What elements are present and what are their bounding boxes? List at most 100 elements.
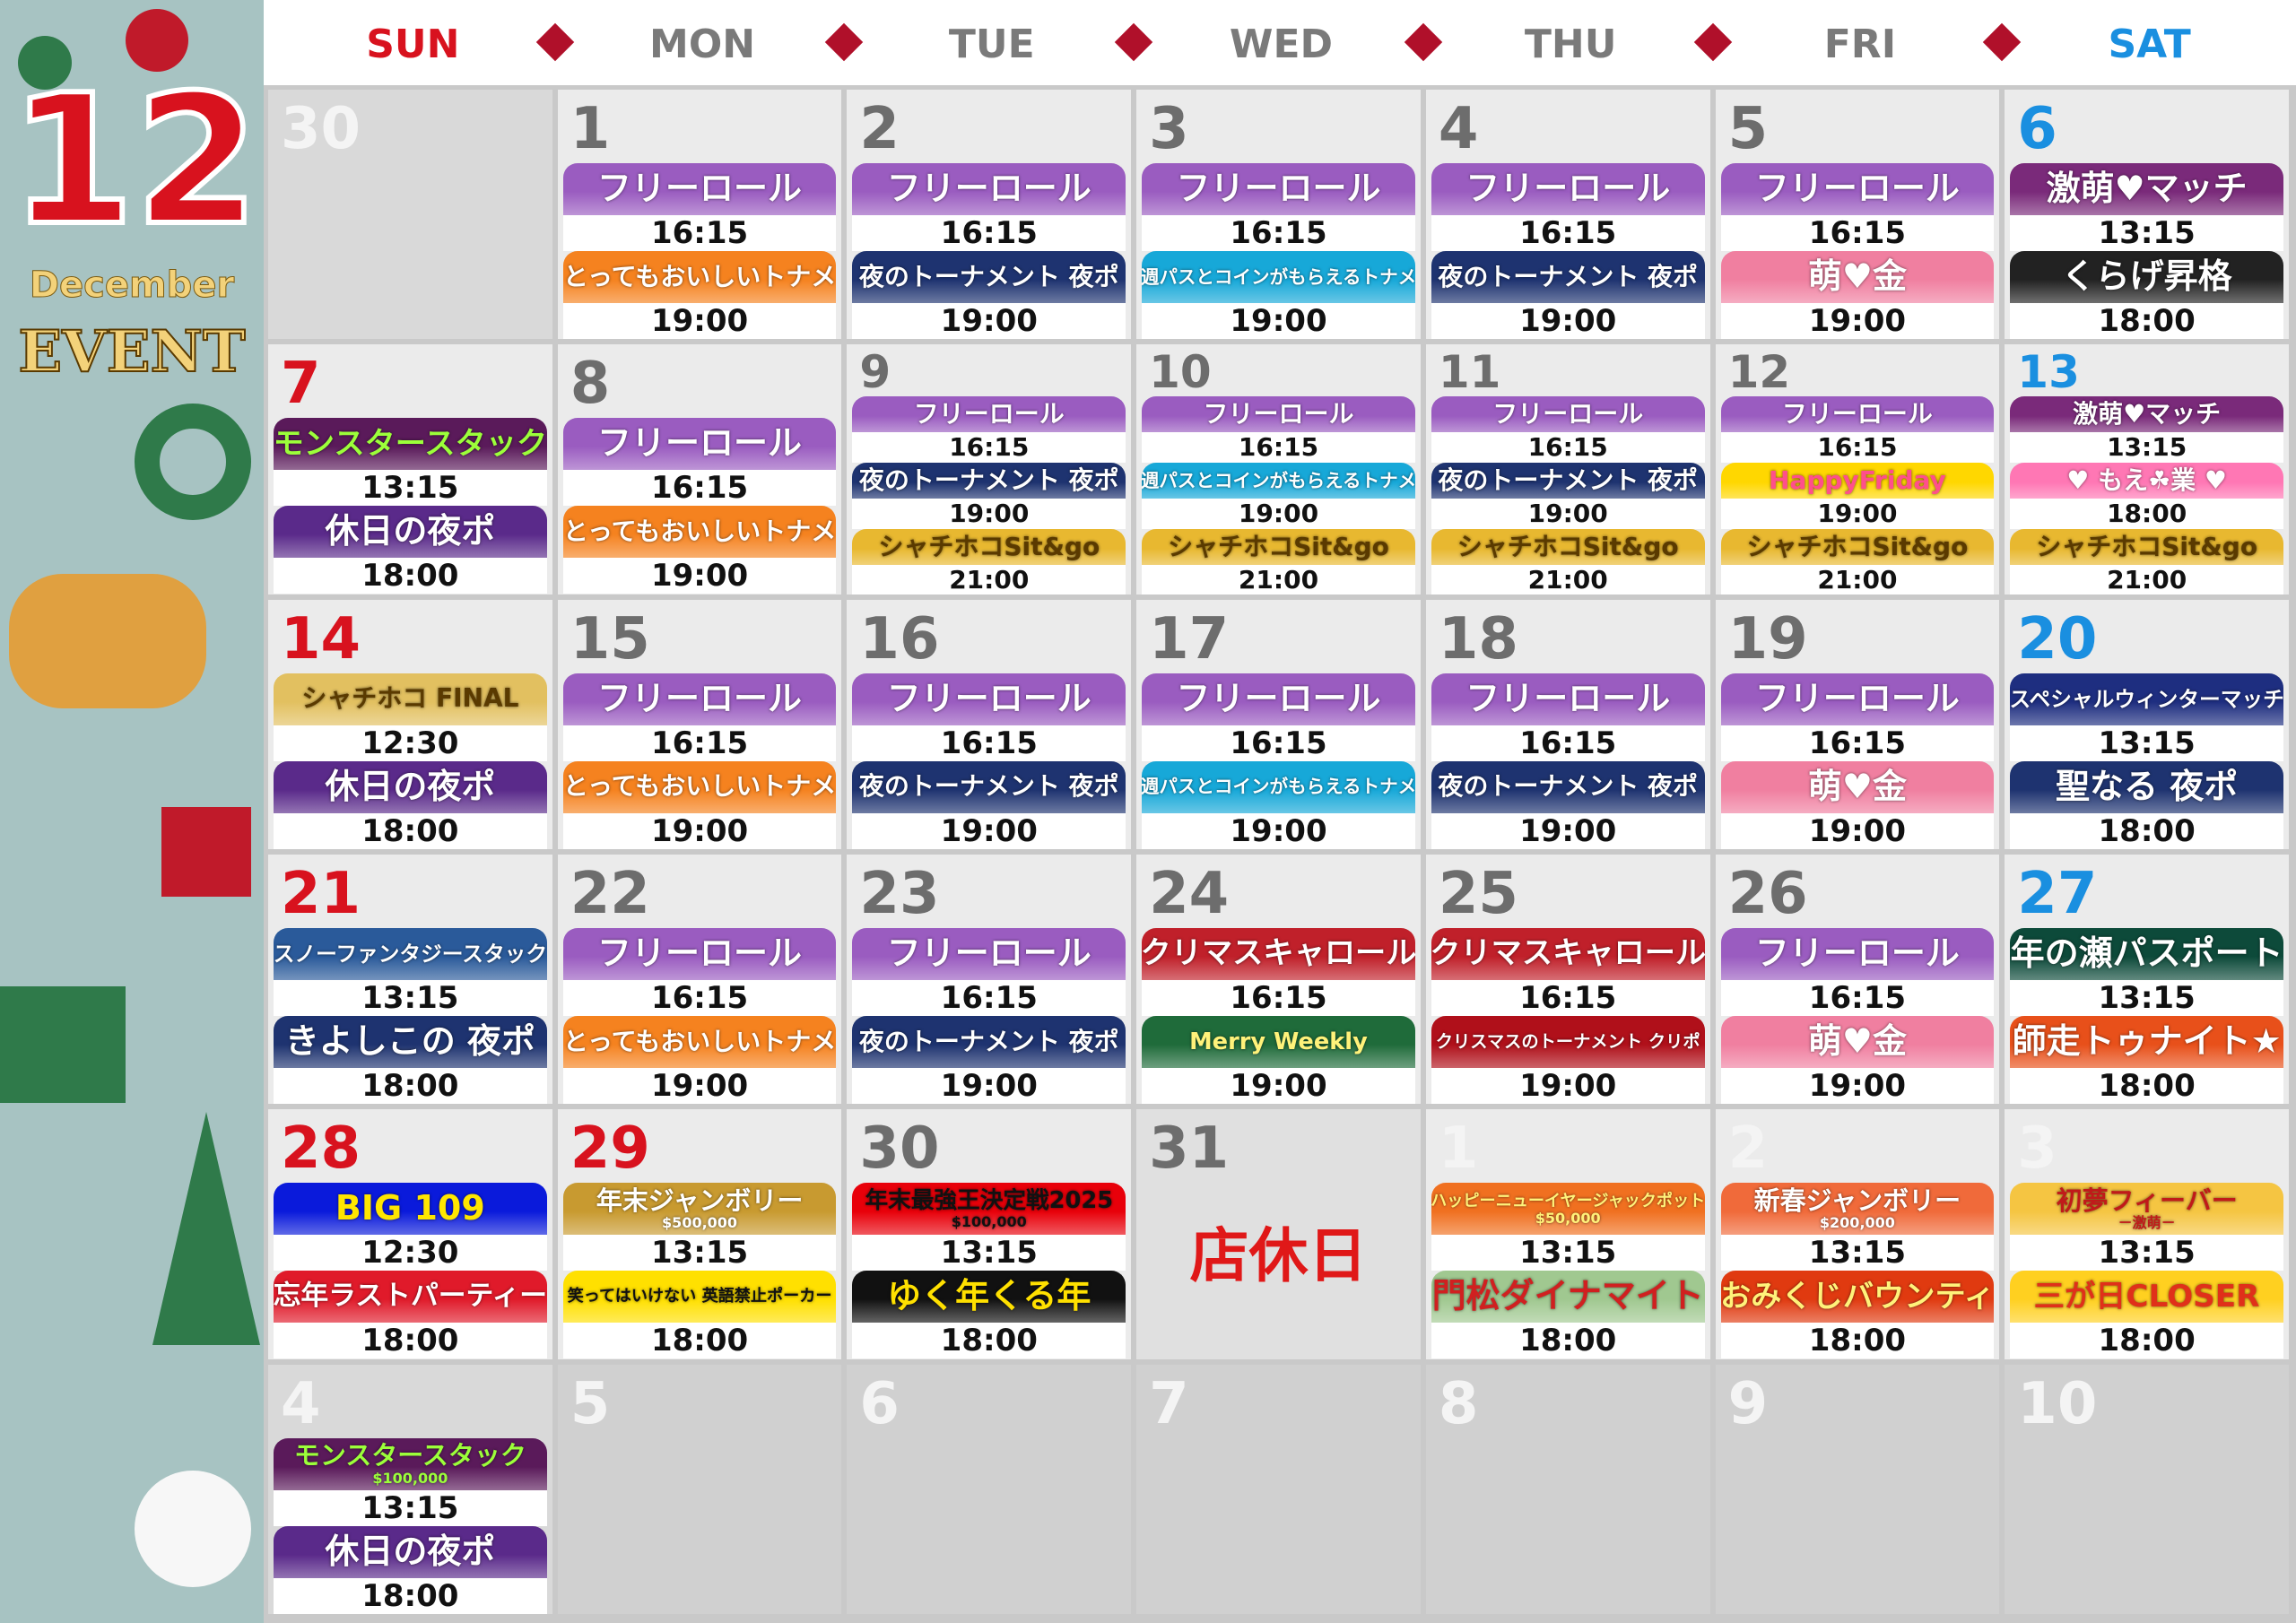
day-cell: 22 フリーロール 16:15 とってもおいしいトナメ 19:00 bbox=[557, 855, 842, 1105]
event-time: 13:15 bbox=[274, 1489, 547, 1526]
event-title: 夜のトーナメント 夜ポ bbox=[1438, 261, 1699, 291]
event-title: 休日の夜ポ bbox=[325, 511, 496, 551]
day-cell: 30 bbox=[268, 90, 552, 340]
event-time: 16:15 bbox=[852, 215, 1126, 251]
weekday-label: MON bbox=[649, 22, 756, 67]
day-cell: 23 フリーロール 16:15 夜のトーナメント 夜ポ 19:00 bbox=[847, 855, 1132, 1105]
day-cell: 18 フリーロール 16:15 夜のトーナメント 夜ポ 19:00 bbox=[1425, 599, 1710, 849]
event-banner: クリスマスのトーナメント クリポ bbox=[1431, 1016, 1705, 1068]
event-title: HappyFriday bbox=[1769, 464, 1946, 495]
event-banner: フリーロール bbox=[562, 163, 837, 215]
day-number: 5 bbox=[1727, 96, 1769, 162]
event-banner: ゆく年くる年 bbox=[852, 1271, 1126, 1324]
event-subtitle: －激萌－ bbox=[2118, 1214, 2176, 1232]
event-banner: 休日の夜ポ bbox=[274, 506, 547, 559]
day-cell: 15 フリーロール 16:15 とってもおいしいトナメ 19:00 bbox=[557, 599, 842, 849]
event-time: 19:00 bbox=[1142, 499, 1415, 530]
event-title: きよしこの 夜ポ bbox=[284, 1021, 535, 1062]
event-banner: シャチホコSit&go bbox=[1142, 529, 1415, 566]
event-title: 年末ジャンボリー bbox=[596, 1185, 804, 1216]
weekday-label: SUN bbox=[366, 22, 460, 67]
day-cell: 1 フリーロール 16:15 とってもおいしいトナメ 19:00 bbox=[557, 90, 842, 340]
event-banner: フリーロール bbox=[1142, 673, 1415, 725]
event-title: 激萌♥マッチ bbox=[2073, 398, 2222, 429]
event-time: 19:00 bbox=[562, 558, 837, 595]
event-banner: フリーロール bbox=[852, 673, 1126, 725]
event-title: クリマスキャロール bbox=[1142, 935, 1415, 972]
event-time: 13:15 bbox=[2010, 215, 2283, 251]
day-cell: 8 bbox=[1425, 1364, 1710, 1614]
event-time: 19:00 bbox=[562, 812, 837, 849]
day-number: 21 bbox=[281, 861, 361, 927]
event-title: 門松ダイナマイト bbox=[1431, 1276, 1704, 1316]
event-banner: 笑ってはいけない 英語禁止ポーカー bbox=[562, 1271, 837, 1324]
ornament bbox=[18, 36, 72, 90]
event-time: 13:15 bbox=[2010, 432, 2283, 464]
event-time: 16:15 bbox=[1720, 725, 1995, 761]
event-title: フリーロール bbox=[1754, 933, 1960, 974]
event-banner: 休日の夜ポ bbox=[274, 1525, 547, 1578]
day-number: 7 bbox=[1149, 1370, 1189, 1437]
day-cell: 20 スペシャルウィンターマッチ 13:15 聖なる 夜ポ 18:00 bbox=[2005, 599, 2289, 849]
day-number: 18 bbox=[1438, 605, 1518, 673]
day-number: 14 bbox=[281, 605, 361, 673]
day-cell: 12 フリーロール 16:15 HappyFriday 19:00 シャチホコSit&go… bbox=[1715, 344, 2000, 595]
event-time: 16:15 bbox=[562, 725, 837, 761]
event-time: 16:15 bbox=[852, 980, 1126, 1016]
event-banner: 夜のトーナメント 夜ポ bbox=[852, 1016, 1126, 1068]
event-time: 13:15 bbox=[2010, 1235, 2283, 1271]
event-title: クリスマスのトーナメント クリポ bbox=[1435, 1031, 1700, 1053]
event-time: 21:00 bbox=[1431, 565, 1705, 595]
event-banner: シャチホコSit&go bbox=[852, 529, 1126, 566]
event-banner: フリーロール bbox=[1720, 396, 1995, 433]
event-banner: フリーロール bbox=[852, 396, 1126, 433]
event-time: 19:00 bbox=[562, 303, 837, 339]
event-time: 19:00 bbox=[1431, 1068, 1705, 1104]
event-banner: 年末ジャンボリー $500,000 bbox=[562, 1183, 837, 1236]
day-number: 3 bbox=[2017, 1115, 2057, 1183]
event-title: 年の瀬パスポート bbox=[2010, 933, 2283, 974]
event-banner: シャチホコSit&go bbox=[1431, 529, 1705, 566]
event-title: 萌♥金 bbox=[1807, 256, 1907, 297]
event-banner: とってもおいしいトナメ bbox=[562, 506, 837, 559]
event-title: フリーロール bbox=[597, 169, 803, 209]
event-banner: 三が日CLOSER bbox=[2010, 1271, 2283, 1324]
event-banner: モンスタースタック $100,000 bbox=[274, 1437, 547, 1490]
day-cell: 14 シャチホコ FINAL 12:30 休日の夜ポ 18:00 bbox=[268, 599, 552, 849]
event-title: BIG 109 bbox=[335, 1188, 485, 1228]
event-title: 夜のトーナメント 夜ポ bbox=[858, 464, 1119, 495]
event-title: フリーロール bbox=[1203, 398, 1354, 429]
event-banner: フリーロール bbox=[1142, 396, 1415, 433]
event-banner: 初夢フィーバー －激萌－ bbox=[2010, 1183, 2283, 1236]
event-time: 18:00 bbox=[562, 1323, 837, 1359]
event-banner: とってもおいしいトナメ bbox=[562, 760, 837, 813]
event-time: 19:00 bbox=[1142, 1068, 1415, 1104]
event-time: 13:15 bbox=[1431, 1235, 1705, 1271]
event-banner: 萌♥金 bbox=[1720, 251, 1995, 303]
event-time: 19:00 bbox=[852, 812, 1126, 849]
closed-note: 店休日 bbox=[1189, 1221, 1368, 1291]
event-banner: 門松ダイナマイト bbox=[1431, 1271, 1705, 1324]
event-time: 19:00 bbox=[1431, 303, 1705, 339]
event-title: フリーロール bbox=[1492, 398, 1644, 429]
event-time: 13:15 bbox=[1720, 1235, 1995, 1271]
day-number: 8 bbox=[570, 351, 611, 418]
day-number: 4 bbox=[1438, 96, 1479, 162]
event-title: フリーロール bbox=[886, 678, 1091, 718]
event-time: 19:00 bbox=[562, 1068, 837, 1104]
event-title: 週パスとコインがもらえるトナメ bbox=[1142, 776, 1415, 798]
event-title: とってもおいしいトナメ bbox=[562, 1026, 837, 1056]
event-time: 16:15 bbox=[852, 725, 1126, 761]
day-cell: 3 フリーロール 16:15 週パスとコインがもらえるトナメ 19:00 bbox=[1136, 90, 1421, 340]
event-time: 16:15 bbox=[1720, 215, 1995, 251]
event-banner: 週パスとコインがもらえるトナメ bbox=[1142, 251, 1415, 303]
event-banner: とってもおいしいトナメ bbox=[562, 251, 837, 303]
event-time: 16:15 bbox=[1142, 725, 1415, 761]
event-time: 16:15 bbox=[562, 470, 837, 507]
event-title: ♥ もえ☘業 ♥ bbox=[2066, 464, 2228, 495]
event-time: 18:00 bbox=[274, 1323, 547, 1359]
event-time: 18:00 bbox=[2010, 303, 2283, 339]
event-title: 夜のトーナメント 夜ポ bbox=[858, 771, 1119, 802]
day-cell: 7 モンスタースタック 13:15 休日の夜ポ 18:00 bbox=[268, 344, 552, 595]
